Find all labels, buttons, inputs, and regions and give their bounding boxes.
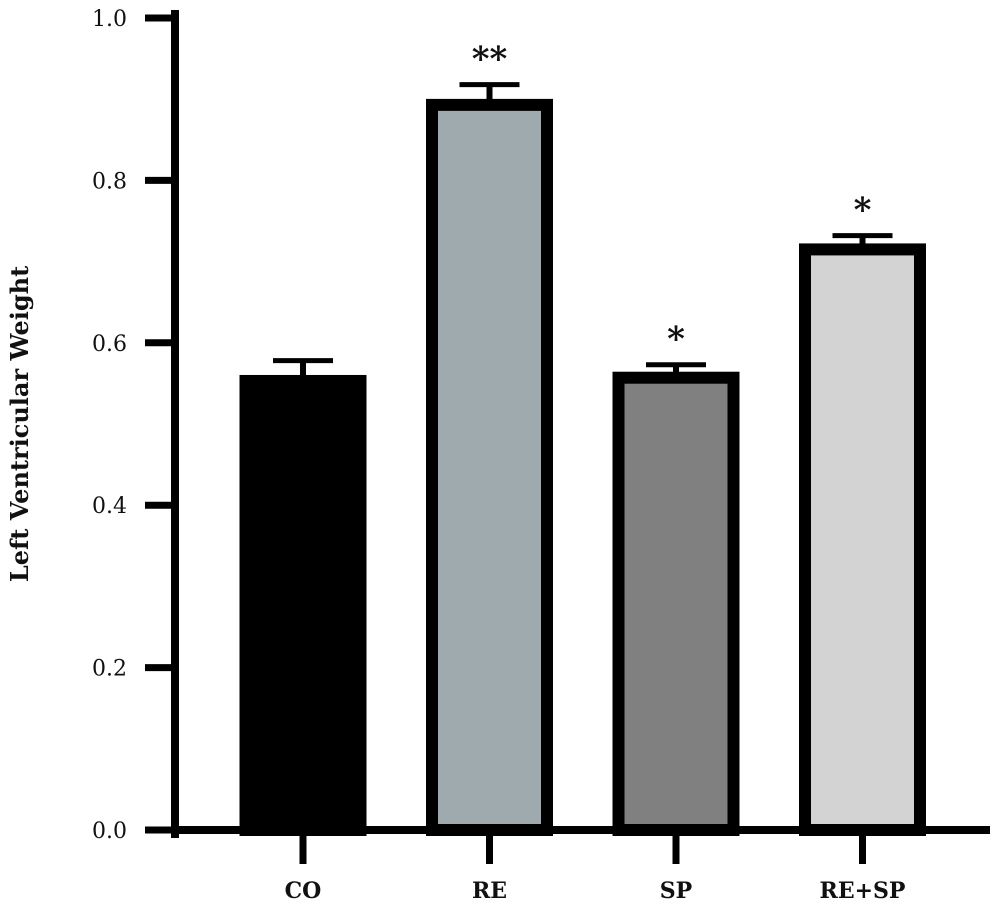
- y-tick-label: 0.6: [92, 332, 127, 357]
- y-tick-label: 0.2: [92, 657, 127, 682]
- y-axis-title: Left Ventricular Weight: [5, 266, 34, 582]
- x-tick-label: RE+SP: [820, 878, 906, 904]
- y-tick-label: 0.4: [92, 494, 127, 519]
- bar-re: [426, 98, 553, 837]
- significance-marker: **: [472, 40, 508, 80]
- bar-sp: [612, 371, 740, 836]
- y-tick-label: 0.8: [92, 169, 127, 194]
- y-tick-label: 1.0: [92, 7, 127, 32]
- bar-co: [239, 374, 367, 836]
- x-ticks-layer: CO RE SP RE+SP: [285, 830, 906, 904]
- x-tick-label: CO: [285, 878, 322, 904]
- y-tick-label: 0.0: [92, 819, 127, 844]
- x-tick-label: SP: [660, 878, 692, 904]
- axes-layer: [171, 10, 990, 838]
- x-tick-label: RE: [472, 878, 507, 904]
- bars-layer: ****: [239, 40, 926, 837]
- y-ticks-layer: 0.0 0.2 0.4 0.6 0.8 1.0: [92, 7, 175, 844]
- significance-marker: *: [667, 320, 685, 360]
- significance-marker: *: [854, 191, 872, 231]
- bar-re-sp: [799, 243, 926, 837]
